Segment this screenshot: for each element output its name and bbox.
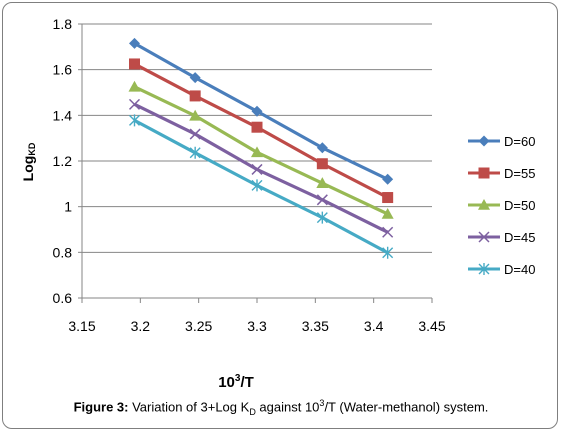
y-tick-label: 0.6 — [53, 290, 73, 306]
x-tick-label: 3.3 — [247, 318, 267, 334]
legend-label: D=50 — [504, 198, 535, 213]
x-tick-labels: 3.15 3.2 3.25 3.3 3.35 3.4 3.45 — [68, 298, 446, 334]
x-tick-label: 3.2 — [131, 318, 151, 334]
legend-marker — [478, 263, 490, 275]
chart-frame — [2, 2, 558, 429]
y-tick-label: 1.6 — [53, 62, 73, 78]
caption-text-a: Variation of 3+Log K — [128, 399, 250, 415]
legend-label: D=60 — [504, 134, 535, 149]
y-tick-label: 1.2 — [53, 153, 73, 169]
caption-text-b: against 10 — [255, 399, 320, 415]
y-tick-labels: 0.6 0.8 1 1.2 1.4 1.6 1.8 — [53, 16, 82, 306]
series-line — [133, 85, 389, 216]
data-point — [381, 207, 394, 219]
data-point — [129, 37, 140, 49]
x-axis-label: 103/T — [218, 373, 254, 391]
x-tick-label: 3.35 — [302, 318, 329, 334]
y-tick-label: 0.8 — [53, 244, 73, 260]
legend-item-d40: D=40 — [468, 262, 535, 277]
caption-text-sub: D — [249, 406, 256, 417]
legend-marker — [478, 231, 490, 243]
data-point — [129, 58, 140, 70]
data-point — [128, 98, 141, 110]
legend: D=60 D=55 D=50 D=45 D=40 — [468, 134, 535, 277]
data-point — [251, 146, 263, 158]
series-d55 — [129, 58, 394, 204]
gridlines — [82, 23, 432, 253]
x-tick-label: 3.4 — [364, 318, 384, 334]
legend-label: D=45 — [504, 230, 535, 245]
x-axis-label-sup: 3 — [235, 373, 241, 384]
data-point — [189, 109, 202, 121]
caption-text-sup: 3 — [319, 398, 325, 408]
x-tick-label: 3.15 — [68, 318, 95, 334]
caption-text-c: /T (Water-methanol) system. — [324, 399, 489, 415]
legend-item-d60: D=60 — [468, 134, 535, 149]
series-line — [133, 118, 389, 255]
data-point — [251, 179, 263, 192]
series-d60 — [129, 37, 394, 185]
data-point — [251, 121, 263, 133]
series-group — [128, 37, 394, 259]
data-point — [382, 246, 394, 259]
data-point — [189, 146, 201, 159]
series-d45 — [128, 98, 394, 238]
data-point — [316, 158, 328, 170]
legend-item-d45: D=45 — [468, 230, 535, 245]
data-point — [129, 114, 140, 127]
legend-marker — [478, 135, 490, 147]
y-tick-label: 1.4 — [53, 107, 73, 123]
caption-label: Figure 3: — [73, 399, 129, 415]
y-axis-label: LogKD — [20, 142, 37, 181]
data-point — [251, 163, 263, 175]
x-tick-label: 3.45 — [418, 318, 445, 334]
data-point — [382, 192, 394, 204]
legend-marker — [478, 199, 490, 210]
y-tick-label: 1.8 — [53, 16, 73, 32]
y-axis-label-main: Log — [20, 156, 36, 182]
data-point — [316, 194, 328, 206]
data-point — [251, 105, 263, 117]
data-point — [316, 142, 328, 154]
x-tick-label: 3.25 — [185, 318, 212, 334]
series-d40 — [129, 114, 394, 259]
data-point — [382, 173, 394, 185]
legend-marker — [478, 167, 490, 179]
y-axis-label-sub: KD — [27, 142, 37, 155]
legend-item-d50: D=50 — [468, 198, 535, 213]
x-axis-label-main: 10 — [218, 374, 235, 391]
data-point — [189, 90, 201, 102]
legend-label: D=40 — [504, 262, 535, 277]
data-point — [316, 177, 329, 188]
data-point — [189, 72, 201, 84]
x-axis-label-tail: /T — [240, 374, 253, 391]
y-tick-label: 1 — [64, 199, 72, 215]
legend-item-d55: D=55 — [468, 166, 535, 181]
chart: 0.60.811.21.41.61.8 3.15 3.2 3.25 3.3 3.35 3.… — [20, 16, 535, 391]
data-point — [189, 128, 201, 140]
legend-label: D=55 — [504, 166, 535, 181]
data-point — [316, 211, 328, 224]
figure-caption: Figure 3: Variation of 3+Log KD against … — [0, 398, 562, 417]
data-point — [382, 226, 394, 238]
data-point — [128, 80, 141, 92]
series-d50 — [128, 80, 394, 219]
